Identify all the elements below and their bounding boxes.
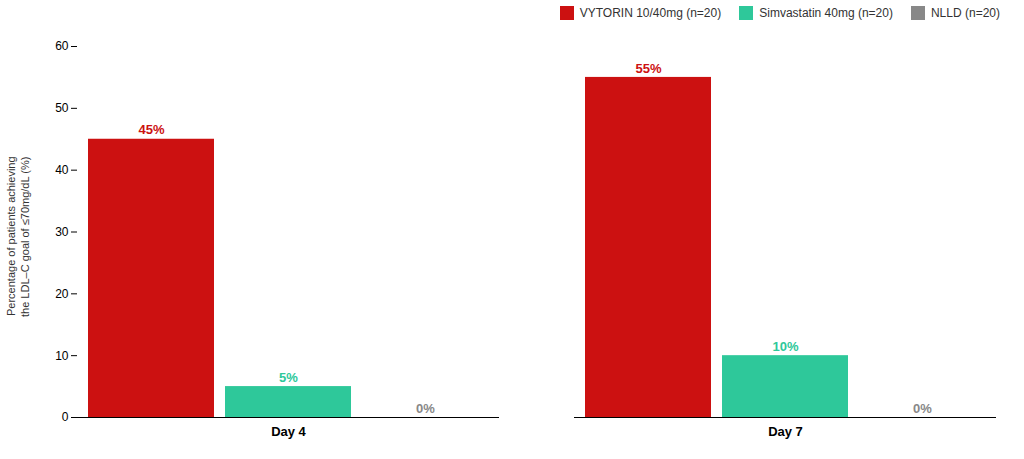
svg-text:10%: 10% xyxy=(772,339,798,354)
svg-text:30: 30 xyxy=(55,225,69,239)
svg-text:55%: 55% xyxy=(635,61,661,76)
html-text:NLLD (n=20): NLLD (n=20) xyxy=(931,6,1000,20)
svg-text:40: 40 xyxy=(55,163,69,177)
svg-text:0%: 0% xyxy=(913,401,932,416)
svg-text:Day 7: Day 7 xyxy=(768,424,803,439)
svg-text:10: 10 xyxy=(55,349,69,363)
svg-text:20: 20 xyxy=(55,287,69,301)
html-text:Percentage of patients achievi: Percentage of patients achieving the LDL… xyxy=(5,156,32,317)
svg-text:60: 60 xyxy=(55,39,69,53)
html-text:VYTORIN 10/40mg (n=20): VYTORIN 10/40mg (n=20) xyxy=(579,6,722,20)
svg-text:Day 4: Day 4 xyxy=(271,424,306,439)
html-text:Simvastatin 40mg (n=20): Simvastatin 40mg (n=20) xyxy=(759,6,893,20)
svg-text:50: 50 xyxy=(55,101,69,115)
svg-text:0: 0 xyxy=(61,410,68,424)
svg-text:0%: 0% xyxy=(416,401,435,416)
svg-text:5%: 5% xyxy=(279,370,298,385)
svg-text:45%: 45% xyxy=(138,122,164,137)
